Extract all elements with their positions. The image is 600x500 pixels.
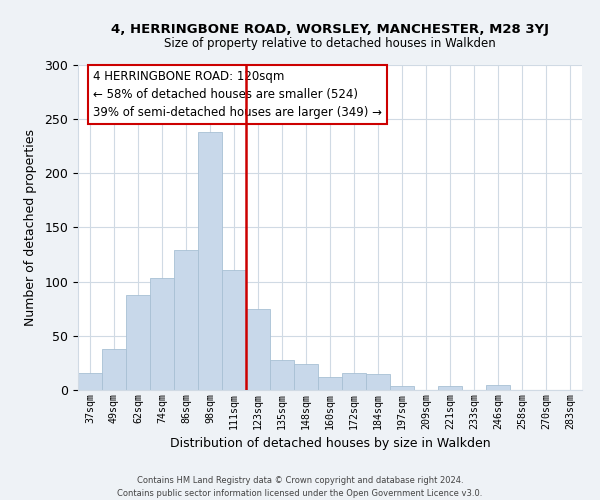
Bar	[342, 372, 366, 390]
Bar	[390, 386, 414, 390]
Bar	[78, 372, 102, 390]
Y-axis label: Number of detached properties: Number of detached properties	[25, 129, 37, 326]
Bar	[102, 349, 126, 390]
Bar	[126, 294, 150, 390]
Bar	[366, 374, 390, 390]
Bar	[318, 377, 342, 390]
X-axis label: Distribution of detached houses by size in Walkden: Distribution of detached houses by size …	[170, 437, 490, 450]
Text: 4, HERRINGBONE ROAD, WORSLEY, MANCHESTER, M28 3YJ: 4, HERRINGBONE ROAD, WORSLEY, MANCHESTER…	[111, 22, 549, 36]
Bar	[294, 364, 318, 390]
Bar	[486, 384, 510, 390]
Bar	[438, 386, 462, 390]
Bar	[198, 132, 222, 390]
Text: Contains HM Land Registry data © Crown copyright and database right 2024.
Contai: Contains HM Land Registry data © Crown c…	[118, 476, 482, 498]
Bar	[174, 250, 198, 390]
Text: Size of property relative to detached houses in Walkden: Size of property relative to detached ho…	[164, 38, 496, 51]
Bar	[222, 270, 246, 390]
Text: 4 HERRINGBONE ROAD: 120sqm
← 58% of detached houses are smaller (524)
39% of sem: 4 HERRINGBONE ROAD: 120sqm ← 58% of deta…	[93, 70, 382, 119]
Bar	[150, 278, 174, 390]
Bar	[270, 360, 294, 390]
Bar	[246, 308, 270, 390]
